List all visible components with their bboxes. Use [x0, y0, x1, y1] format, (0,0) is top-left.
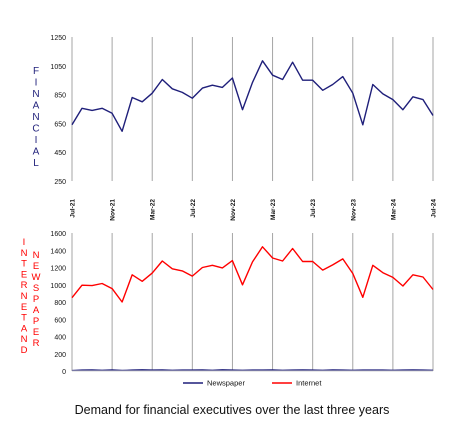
newspaper-axis-letter: R [33, 338, 40, 349]
financial-axis-letter: A [33, 101, 40, 112]
newspaper-axis-letter: S [33, 283, 39, 294]
financial-axis-letter: F [33, 66, 39, 77]
legend-label-newspaper: Newspaper [207, 379, 245, 388]
newspaper-axis-letter: E [33, 261, 39, 272]
internet-and-axis-letter: N [21, 248, 28, 259]
internet-and-axis-letter: N [21, 291, 28, 302]
internet-and-axis-letter: E [21, 302, 27, 313]
financial-axis-letter: I [35, 135, 38, 146]
internet-and-axis-letter: N [21, 334, 28, 345]
financial-axis-letter: A [33, 147, 40, 158]
internet-and-axis-letter: D [21, 345, 28, 356]
x-tick-label: Nov-22 [230, 199, 237, 221]
series-line-newspaper [71, 369, 434, 372]
x-tick-label: Nov-23 [350, 199, 357, 221]
y-tick-label: 1400 [50, 248, 66, 255]
y-tick-label: 1250 [50, 35, 66, 42]
series-line-financial [71, 60, 434, 133]
x-tick-label: Jul-23 [310, 199, 317, 218]
x-tick-label: Mar-24 [390, 199, 397, 220]
series-line-internet [71, 246, 434, 303]
newspaper-axis-letter: N [33, 250, 40, 261]
internet-and-axis-letter: T [21, 259, 27, 270]
internet-and-axis-letter: R [21, 280, 28, 291]
y-tick-label: 650 [54, 121, 66, 128]
financial-axis-letter: L [33, 158, 39, 169]
y-tick-label: 800 [54, 300, 66, 307]
y-tick-label: 400 [54, 335, 66, 342]
newspaper-axis-letter: A [33, 305, 40, 316]
y-tick-label: 200 [54, 352, 66, 359]
y-tick-label: 1050 [50, 64, 66, 71]
newspaper-axis-letter: P [33, 316, 39, 327]
internet-and-axis-letter: E [21, 269, 27, 280]
newspaper-axis-letter: E [33, 327, 39, 338]
x-tick-label: Mar-22 [150, 199, 157, 220]
y-tick-label: 1600 [50, 231, 66, 238]
financial-axis-letter: C [32, 124, 39, 135]
financial-axis-letter: N [32, 112, 39, 123]
internet-and-axis-letter: T [21, 313, 27, 324]
x-tick-label: Jul-21 [70, 199, 77, 218]
y-tick-label: 1200 [50, 266, 66, 273]
x-tick-label: Nov-21 [110, 199, 117, 221]
y-tick-label: 1000 [50, 283, 66, 290]
newspaper-axis-letter: W [32, 272, 41, 283]
chart-canvas: 250 450 650 850 1050 1250 Jul-21 Nov-21 Mar-22 Ju… [21, 35, 438, 388]
y-tick-label: 850 [54, 93, 66, 100]
y-tick-label: 600 [54, 317, 66, 324]
internet-and-axis-letter: A [21, 323, 28, 334]
x-tick-label: Jul-22 [190, 199, 197, 218]
y-tick-label: 450 [54, 150, 66, 157]
x-tick-label: Jul-24 [431, 199, 438, 218]
y-tick-label: 250 [54, 179, 66, 186]
financial-axis-letter: I [35, 78, 38, 89]
chart-caption: Demand for financial executives over the… [74, 403, 390, 417]
internet-and-axis-letter: I [23, 237, 26, 248]
y-tick-label: 0 [62, 369, 66, 376]
newspaper-axis-letter: P [33, 294, 39, 305]
legend-label-internet: Internet [296, 379, 322, 388]
x-tick-label: Mar-23 [270, 199, 277, 220]
financial-axis-letter: N [32, 89, 39, 100]
